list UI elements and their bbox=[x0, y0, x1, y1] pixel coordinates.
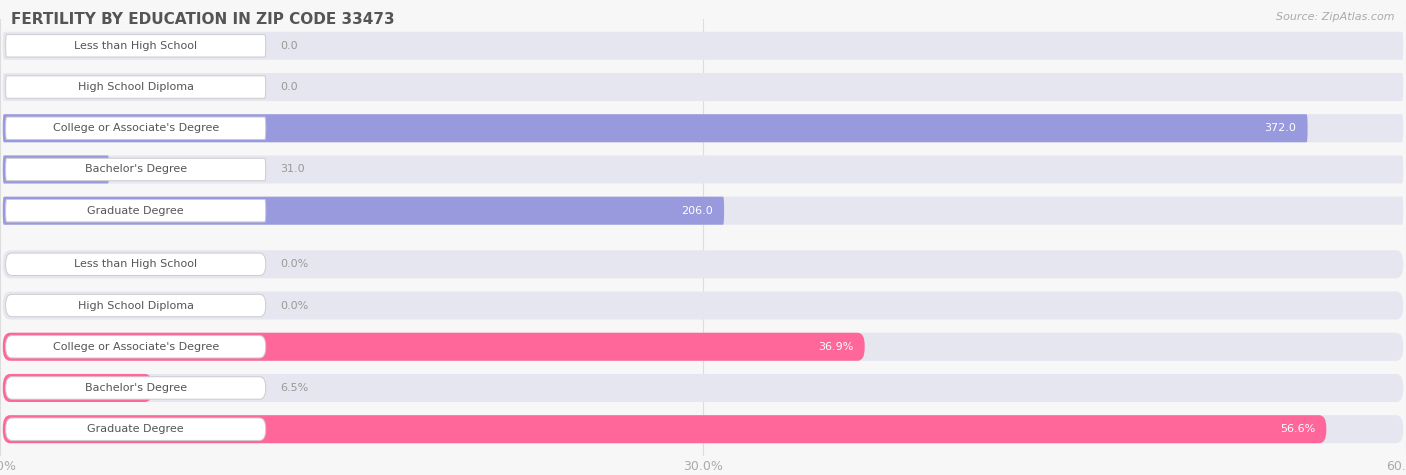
Text: Bachelor's Degree: Bachelor's Degree bbox=[84, 164, 187, 174]
FancyBboxPatch shape bbox=[3, 197, 1403, 225]
FancyBboxPatch shape bbox=[6, 158, 266, 180]
Text: 0.0: 0.0 bbox=[280, 82, 298, 92]
FancyBboxPatch shape bbox=[3, 292, 1403, 320]
Text: Graduate Degree: Graduate Degree bbox=[87, 206, 184, 216]
Text: Source: ZipAtlas.com: Source: ZipAtlas.com bbox=[1277, 12, 1395, 22]
FancyBboxPatch shape bbox=[6, 253, 266, 276]
Text: 36.9%: 36.9% bbox=[818, 342, 853, 352]
FancyBboxPatch shape bbox=[3, 155, 1403, 183]
FancyBboxPatch shape bbox=[3, 374, 152, 402]
FancyBboxPatch shape bbox=[6, 335, 266, 358]
Text: Graduate Degree: Graduate Degree bbox=[87, 424, 184, 434]
FancyBboxPatch shape bbox=[3, 332, 1403, 361]
Text: 0.0%: 0.0% bbox=[280, 301, 308, 311]
FancyBboxPatch shape bbox=[3, 197, 724, 225]
FancyBboxPatch shape bbox=[3, 73, 1403, 101]
FancyBboxPatch shape bbox=[3, 32, 1403, 60]
Text: High School Diploma: High School Diploma bbox=[77, 82, 194, 92]
FancyBboxPatch shape bbox=[3, 332, 865, 361]
Text: College or Associate's Degree: College or Associate's Degree bbox=[52, 123, 219, 133]
FancyBboxPatch shape bbox=[6, 76, 266, 98]
Text: Less than High School: Less than High School bbox=[75, 41, 197, 51]
FancyBboxPatch shape bbox=[6, 418, 266, 440]
Text: 206.0: 206.0 bbox=[681, 206, 713, 216]
Text: FERTILITY BY EDUCATION IN ZIP CODE 33473: FERTILITY BY EDUCATION IN ZIP CODE 33473 bbox=[11, 12, 395, 27]
Text: 31.0: 31.0 bbox=[280, 164, 305, 174]
Text: College or Associate's Degree: College or Associate's Degree bbox=[52, 342, 219, 352]
Text: Bachelor's Degree: Bachelor's Degree bbox=[84, 383, 187, 393]
FancyBboxPatch shape bbox=[6, 117, 266, 140]
FancyBboxPatch shape bbox=[6, 200, 266, 222]
FancyBboxPatch shape bbox=[6, 294, 266, 317]
FancyBboxPatch shape bbox=[3, 374, 1403, 402]
Text: 0.0: 0.0 bbox=[280, 41, 298, 51]
Text: Less than High School: Less than High School bbox=[75, 259, 197, 269]
FancyBboxPatch shape bbox=[3, 114, 1308, 142]
Text: High School Diploma: High School Diploma bbox=[77, 301, 194, 311]
Text: 6.5%: 6.5% bbox=[280, 383, 308, 393]
FancyBboxPatch shape bbox=[3, 415, 1326, 443]
Text: 0.0%: 0.0% bbox=[280, 259, 308, 269]
FancyBboxPatch shape bbox=[6, 35, 266, 57]
Text: 56.6%: 56.6% bbox=[1279, 424, 1315, 434]
Text: 372.0: 372.0 bbox=[1264, 123, 1296, 133]
FancyBboxPatch shape bbox=[3, 114, 1403, 142]
FancyBboxPatch shape bbox=[3, 155, 110, 183]
FancyBboxPatch shape bbox=[6, 377, 266, 399]
FancyBboxPatch shape bbox=[3, 250, 1403, 278]
FancyBboxPatch shape bbox=[3, 415, 1403, 443]
